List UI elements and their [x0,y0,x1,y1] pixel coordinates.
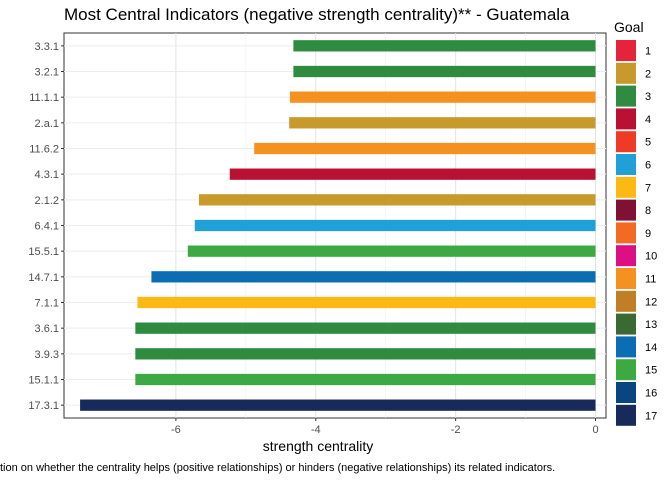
y-tick-label: 6.4.1 [35,221,59,233]
y-tick-label: 15.1.1 [28,375,59,387]
y-tick-label: 2.a.1 [35,118,59,130]
y-tick-label: 14.7.1 [28,272,59,284]
legend-label-5: 5 [645,137,651,149]
bar-11.1.1 [289,91,596,103]
bar-2.1.2 [198,194,596,206]
legend-label-11: 11 [645,274,656,286]
x-tick-label: -2 [451,424,461,436]
legend-label-10: 10 [645,251,657,263]
legend-key-8 [616,199,636,221]
legend-key-6 [616,154,636,175]
y-tick-label: 3.9.3 [35,349,59,361]
legend-key-17 [616,404,636,426]
legend-key-10 [616,245,636,267]
legend-label-16: 16 [645,388,657,400]
legend-label-3: 3 [645,91,651,103]
legend-key-9 [616,222,636,244]
bar-3.6.1 [135,322,596,334]
x-tick-label: -6 [171,424,181,436]
legend-label-14: 14 [645,342,657,354]
y-tick-label: 3.6.1 [35,323,59,335]
bar-14.7.1 [151,271,596,283]
bar-3.3.1 [293,40,596,52]
y-tick-label: 17.3.1 [28,400,59,412]
chart-title: Most Central Indicators (negative streng… [64,5,570,24]
y-tick-label: 15.5.1 [28,246,59,258]
y-tick-label: 4.3.1 [35,169,59,181]
bar-7.1.1 [137,296,596,309]
bar-11.6.2 [254,142,596,155]
legend-key-12 [616,290,636,312]
bar-6.4.1 [194,219,596,232]
y-tick-label: 3.2.1 [35,67,59,79]
caption: tion on whether the centrality helps (po… [0,462,555,474]
legend-title: Goal [614,19,644,35]
bar-15.5.1 [187,245,596,257]
legend-key-2 [616,62,636,84]
legend-label-9: 9 [645,228,651,240]
legend-key-3 [616,85,636,107]
y-tick-label: 11.1.1 [29,92,59,104]
legend-label-7: 7 [645,182,651,194]
legend-key-7 [616,176,636,198]
legend-label-15: 15 [645,365,657,377]
legend-label-8: 8 [645,205,651,217]
legend-label-6: 6 [645,160,651,172]
legend-key-5 [616,131,636,153]
legend-label-17: 17 [645,410,657,422]
legend-label-12: 12 [645,296,657,308]
bar-17.3.1 [80,399,596,411]
legend-key-14 [616,336,636,358]
x-tick-label: -4 [311,424,321,436]
legend-label-2: 2 [645,68,651,80]
plot-area: 3.3.1 3.2.1 11.1.1 2.a.1 11.6.2 4.3.1 2.1.2 6.4… [28,32,607,436]
bar-15.1.1 [135,373,596,386]
x-axis-title: strength centrality [263,438,374,454]
y-tick-label: 3.3.1 [35,41,59,53]
x-tick-label: 0 [592,424,598,436]
legend-key-16 [616,382,636,403]
y-tick-label: 2.1.2 [35,195,59,207]
bar-3.2.1 [293,65,596,78]
legend-key-15 [616,359,636,381]
legend-key-13 [616,313,636,335]
bar-3.9.3 [135,348,596,360]
legend-label-13: 13 [645,319,657,331]
legend-key-4 [616,108,636,130]
bar-4.3.1 [229,168,596,180]
y-tick-label: 7.1.1 [35,298,59,310]
legend-key-1 [616,40,636,61]
legend-label-4: 4 [645,114,651,126]
y-tick-label: 11.6.2 [29,144,59,156]
bar-2.a.1 [289,117,596,129]
legend-key-11 [616,268,636,289]
legend-label-1: 1 [645,46,651,58]
